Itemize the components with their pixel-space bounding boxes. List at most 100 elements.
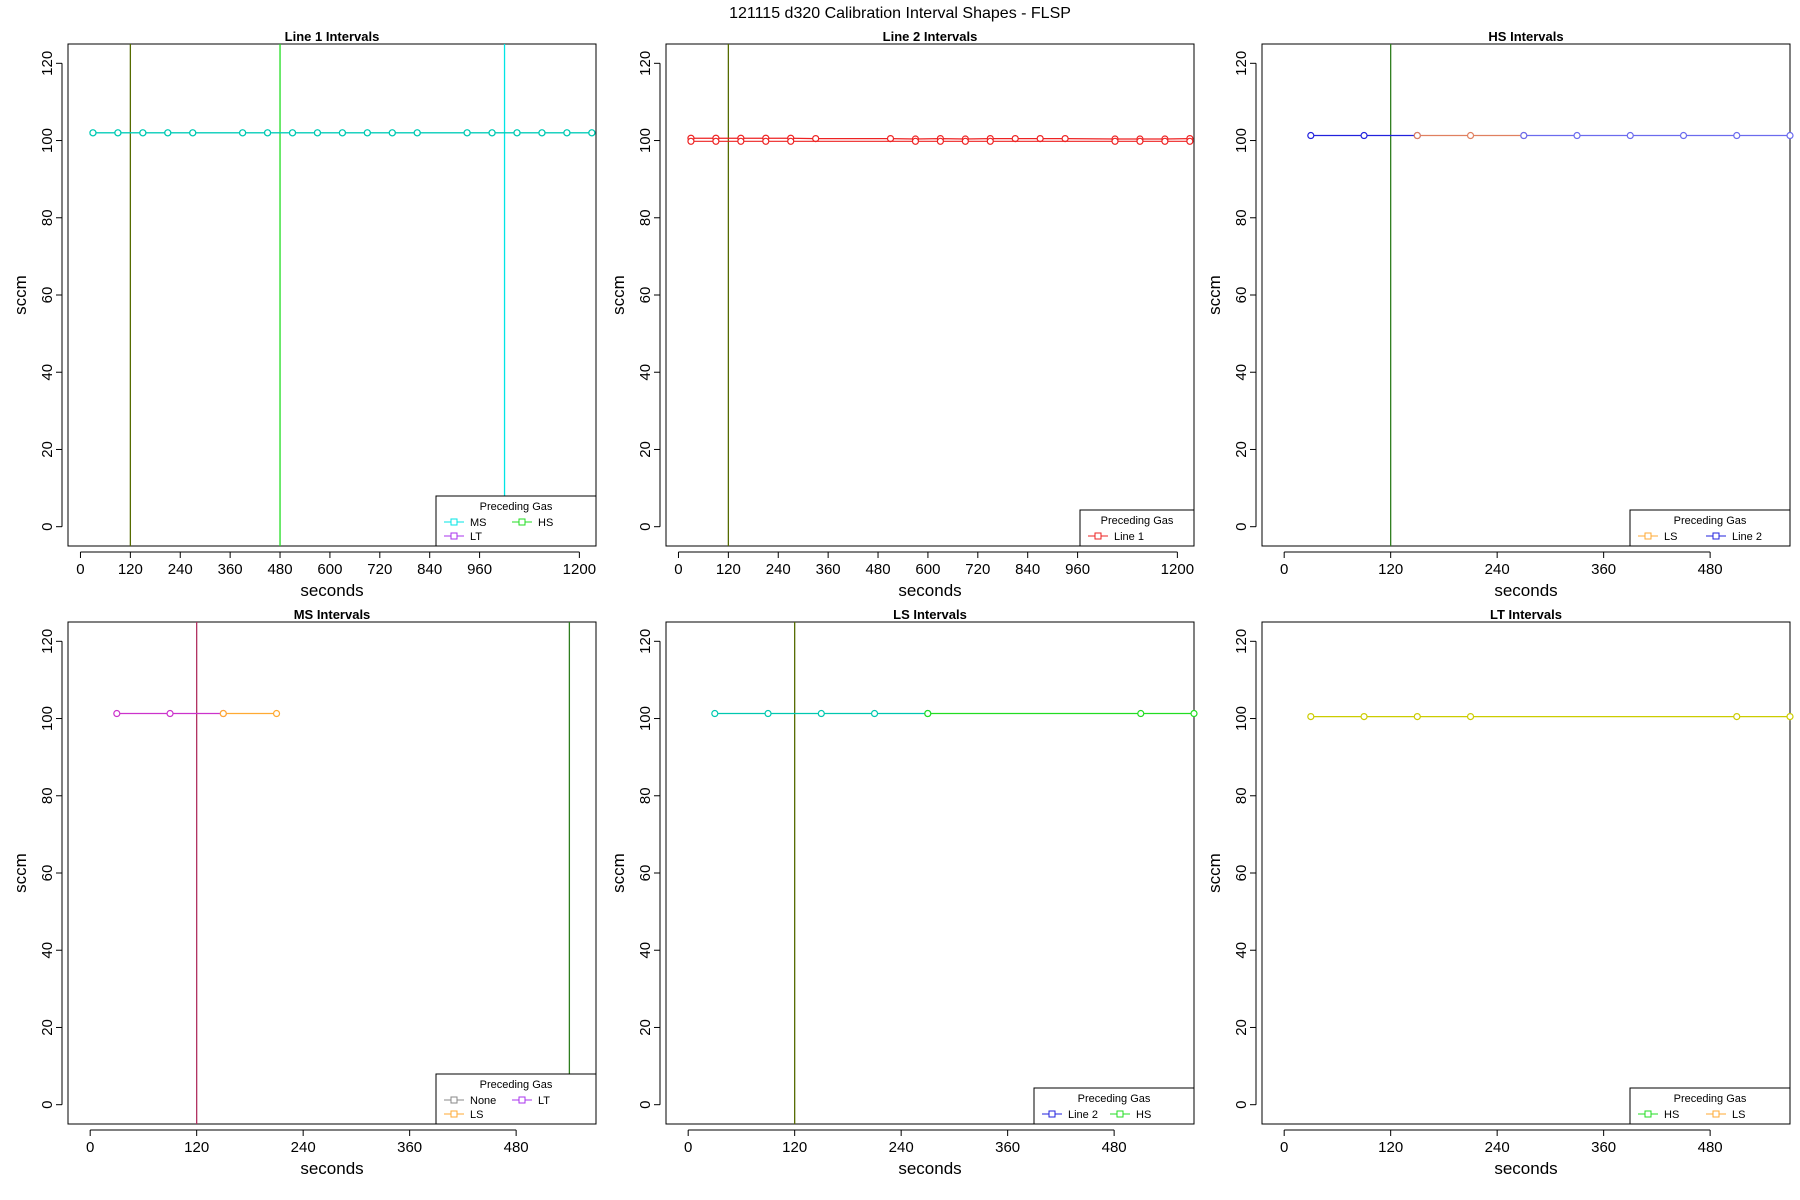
x-tick-label: 1200 — [1161, 561, 1194, 578]
data-point — [313, 129, 322, 137]
y-tick-label: 40 — [637, 942, 654, 959]
data-point — [239, 129, 247, 137]
legend-box — [435, 1073, 597, 1125]
legend-box — [1629, 1087, 1791, 1125]
x-tick-label: 480 — [504, 1139, 529, 1156]
y-tick-label: 60 — [1233, 287, 1250, 304]
data-point — [1679, 131, 1688, 140]
data-point — [139, 129, 147, 137]
y-axis-label: sccm — [609, 275, 628, 315]
legend-label: LT — [538, 1095, 550, 1107]
legend-label: Line 1 — [1114, 531, 1144, 543]
y-tick-label: 80 — [39, 209, 56, 226]
data-point — [886, 135, 895, 143]
y-tick-label: 20 — [637, 441, 654, 458]
y-tick-label: 20 — [1233, 1019, 1250, 1036]
legend-swatch-marker — [1644, 532, 1652, 540]
x-tick-label: 240 — [889, 1139, 914, 1156]
x-tick-label: 240 — [1485, 561, 1510, 578]
x-tick-label: 1200 — [563, 561, 596, 578]
data-point — [166, 709, 174, 718]
legend-title: Preceding Gas — [480, 1079, 553, 1091]
data-point — [89, 129, 97, 137]
y-tick-label: 60 — [39, 287, 56, 304]
x-tick-label: 0 — [76, 561, 84, 578]
y-tick-label: 20 — [39, 441, 56, 458]
legend-box — [435, 495, 597, 547]
y-tick-label: 60 — [637, 865, 654, 882]
chart-panel-3: HS Intervals 0 120 240 360 480 seconds 0 20 40 60 8… — [1205, 29, 1794, 600]
plot-frame — [665, 621, 1195, 1125]
y-tick-label: 0 — [39, 523, 56, 531]
data-point — [1466, 131, 1475, 140]
legend-box — [1079, 509, 1195, 547]
y-tick-label: 120 — [637, 629, 654, 654]
data-point — [114, 129, 122, 137]
x-tick-label: 120 — [184, 1139, 209, 1156]
data-point — [986, 137, 994, 145]
x-tick-label: 480 — [1102, 1139, 1127, 1156]
data-point — [288, 129, 297, 137]
x-tick-label: 360 — [1591, 1139, 1616, 1156]
legend-label: HS — [538, 517, 553, 529]
legend-label: None — [470, 1095, 496, 1107]
y-axis-label: sccm — [609, 853, 628, 893]
chart-panel-6: LT Intervals 0 120 240 360 480 seconds 0 20 40 60 8… — [1205, 607, 1794, 1178]
y-tick-label: 40 — [1233, 364, 1250, 381]
y-tick-label: 120 — [1233, 51, 1250, 76]
data-point — [513, 129, 521, 137]
y-tick-label: 0 — [39, 1101, 56, 1109]
data-point — [1360, 131, 1368, 140]
chart-title: Line 1 Intervals — [285, 29, 380, 44]
y-tick-label: 100 — [39, 128, 56, 153]
data-point — [388, 129, 396, 137]
data-point — [1186, 137, 1194, 145]
legend-title: Preceding Gas — [1674, 515, 1747, 527]
data-point — [812, 135, 820, 143]
data-point — [1061, 135, 1069, 143]
x-tick-label: 360 — [1591, 561, 1616, 578]
legend: Preceding Gas Line 2 HS — [1033, 1087, 1195, 1125]
legend-swatch-marker — [450, 532, 458, 540]
data-point — [1733, 713, 1741, 721]
data-point — [687, 137, 695, 145]
legend-swatch-marker — [518, 1096, 526, 1104]
y-tick-label: 60 — [39, 865, 56, 882]
data-point — [338, 129, 346, 137]
data-point — [363, 129, 371, 137]
x-tick-label: 600 — [915, 561, 940, 578]
y-tick-label: 80 — [1233, 787, 1250, 804]
plot-frame — [1261, 43, 1791, 547]
x-tick-label: 0 — [86, 1139, 94, 1156]
legend-title: Preceding Gas — [1674, 1093, 1747, 1105]
data-point — [413, 129, 421, 137]
x-tick-label: 120 — [1378, 561, 1403, 578]
plot-frame — [1261, 621, 1791, 1125]
legend-label: LS — [1664, 531, 1677, 543]
x-axis-label: seconds — [898, 1159, 961, 1178]
x-axis-label: seconds — [1494, 1159, 1557, 1178]
data-point — [588, 129, 596, 137]
x-axis-label: seconds — [1494, 581, 1557, 600]
data-point — [1136, 137, 1144, 145]
y-tick-label: 80 — [39, 787, 56, 804]
data-point — [764, 709, 772, 718]
data-point — [1137, 709, 1145, 718]
y-axis-label: sccm — [1205, 853, 1224, 893]
data-point — [1036, 135, 1044, 143]
data-point — [219, 709, 227, 718]
legend: Preceding Gas MS HS LT — [435, 495, 597, 547]
x-tick-label: 720 — [367, 561, 392, 578]
plot-frame — [67, 43, 597, 547]
y-tick-label: 0 — [637, 1101, 654, 1109]
data-point — [737, 137, 745, 145]
y-tick-label: 20 — [637, 1019, 654, 1036]
legend-label: HS — [1136, 1109, 1151, 1121]
data-point — [538, 129, 546, 137]
y-axis-label: sccm — [11, 853, 30, 893]
data-point — [189, 129, 197, 137]
x-tick-label: 840 — [1015, 561, 1040, 578]
legend: Preceding Gas HS LS — [1629, 1087, 1791, 1125]
